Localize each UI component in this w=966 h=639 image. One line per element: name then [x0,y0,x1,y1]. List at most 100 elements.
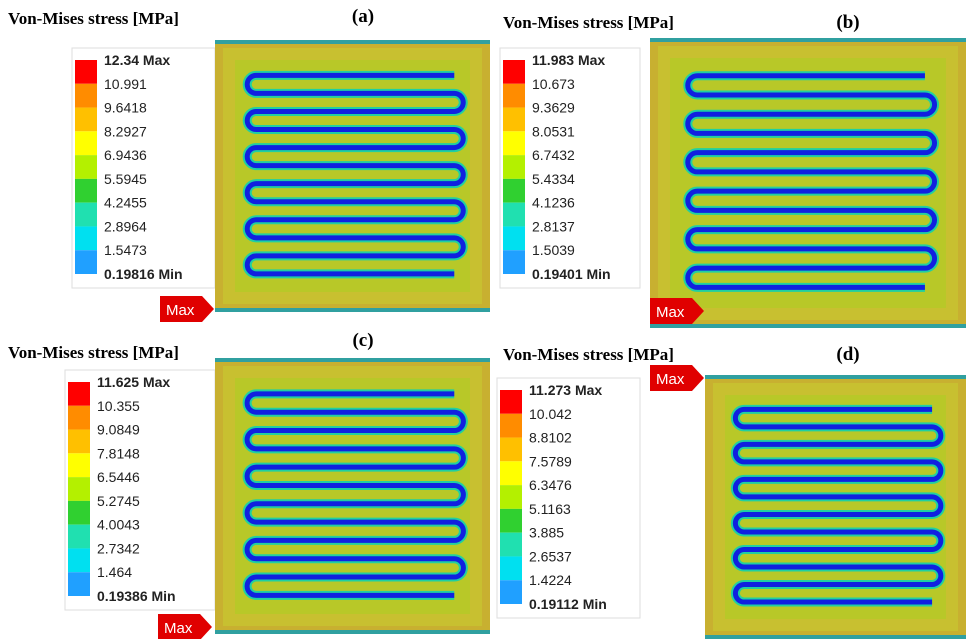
stress-contour [650,38,966,328]
legend-level: 8.0531 [532,123,575,139]
legend-level: 6.3476 [529,477,572,493]
legend-level: 2.8137 [532,218,575,234]
legend-swatch [75,155,97,179]
legend-heading: Von-Mises stress [MPa] [503,345,674,364]
legend-level: 0.19401 Min [532,266,611,282]
legend-swatch [68,572,90,596]
panel-label: (c) [352,330,373,351]
plate-edge [705,375,966,379]
plate-edge [650,324,966,328]
legend-level: 8.2927 [104,123,147,139]
legend-level: 4.2455 [104,195,147,211]
stress-contour [705,375,966,639]
plate-edge [705,635,966,639]
legend-swatch [503,250,525,274]
legend-level: 11.625 Max [97,374,170,390]
legend-level: 7.8148 [97,445,140,461]
stress-contour [215,358,490,634]
legend-swatch [503,84,525,108]
max-tag-text: Max [164,620,193,637]
panel-label: (d) [836,344,859,365]
panel-label: (b) [836,12,859,33]
legend-swatch [503,226,525,250]
legend-swatch [68,430,90,454]
legend-level: 2.8964 [104,218,147,234]
legend-level: 1.5473 [104,242,147,258]
legend-swatch [75,203,97,227]
legend-swatch [75,179,97,203]
legend-level: 9.3629 [532,100,575,116]
legend-heading: Von-Mises stress [MPa] [8,9,179,28]
max-tag-text: Max [166,302,195,319]
legend-level: 11.983 Max [532,52,605,68]
stress-contour [215,40,490,312]
legend-swatch [500,438,522,462]
plate-edge [215,358,490,362]
legend-swatch [75,131,97,155]
legend-swatch [75,108,97,132]
legend-level: 7.5789 [529,453,572,469]
legend-swatch [500,390,522,414]
legend-level: 10.991 [104,76,147,92]
legend-level: 0.19816 Min [104,266,183,282]
legend-level: 9.0849 [97,422,140,438]
legend-swatch [75,84,97,108]
legend-swatch [503,203,525,227]
legend-level: 0.19386 Min [97,588,176,604]
plate-edge [215,308,490,312]
legend-swatch [68,477,90,501]
legend-level: 2.7342 [97,540,140,556]
legend-level: 11.273 Max [529,382,602,398]
legend-swatch [75,60,97,84]
plate-edge [215,630,490,634]
legend-swatch [500,533,522,557]
legend-swatch [75,226,97,250]
legend-level: 1.464 [97,564,132,580]
legend-swatch [500,414,522,438]
legend-swatch [503,179,525,203]
plate-edge [215,40,490,44]
legend-swatch [68,406,90,430]
legend-level: 0.19112 Min [529,596,607,612]
legend-swatch [500,556,522,580]
legend-level: 9.6418 [104,100,147,116]
legend-level: 1.5039 [532,242,575,258]
legend-swatch [500,580,522,604]
legend-level: 1.4224 [529,572,572,588]
legend-level: 4.1236 [532,195,575,211]
legend-level: 8.8102 [529,430,572,446]
figure: Von-Mises stress [MPa] (a) 12.34 Max 10.991… [0,0,966,639]
plate-edge [650,38,966,42]
max-tag-text: Max [656,371,685,388]
legend-heading: Von-Mises stress [MPa] [8,343,179,362]
legend-swatch [68,501,90,525]
legend-swatch [500,509,522,533]
legend-level: 5.5945 [104,171,147,187]
legend-level: 5.2745 [97,493,140,509]
legend-heading: Von-Mises stress [MPa] [503,13,674,32]
legend-swatch [68,548,90,572]
legend-level: 6.9436 [104,147,147,163]
legend-level: 4.0043 [97,517,140,533]
legend-swatch [68,453,90,477]
legend-swatch [500,485,522,509]
legend-level: 12.34 Max [104,52,170,68]
max-tag-text: Max [656,304,685,321]
legend-level: 5.1163 [529,501,571,517]
legend-swatch [503,131,525,155]
panel-label: (a) [352,6,374,27]
legend-level: 2.6537 [529,548,572,564]
legend-level: 6.7432 [532,147,575,163]
legend-level: 10.355 [97,398,140,414]
legend-level: 10.042 [529,406,572,422]
legend-swatch [75,250,97,274]
legend-swatch [503,155,525,179]
legend-level: 3.885 [529,525,564,541]
legend-level: 5.4334 [532,171,575,187]
legend-swatch [68,525,90,549]
legend-swatch [68,382,90,406]
legend-level: 10.673 [532,76,575,92]
legend-swatch [503,60,525,84]
legend-swatch [503,108,525,132]
legend-level: 6.5446 [97,469,140,485]
